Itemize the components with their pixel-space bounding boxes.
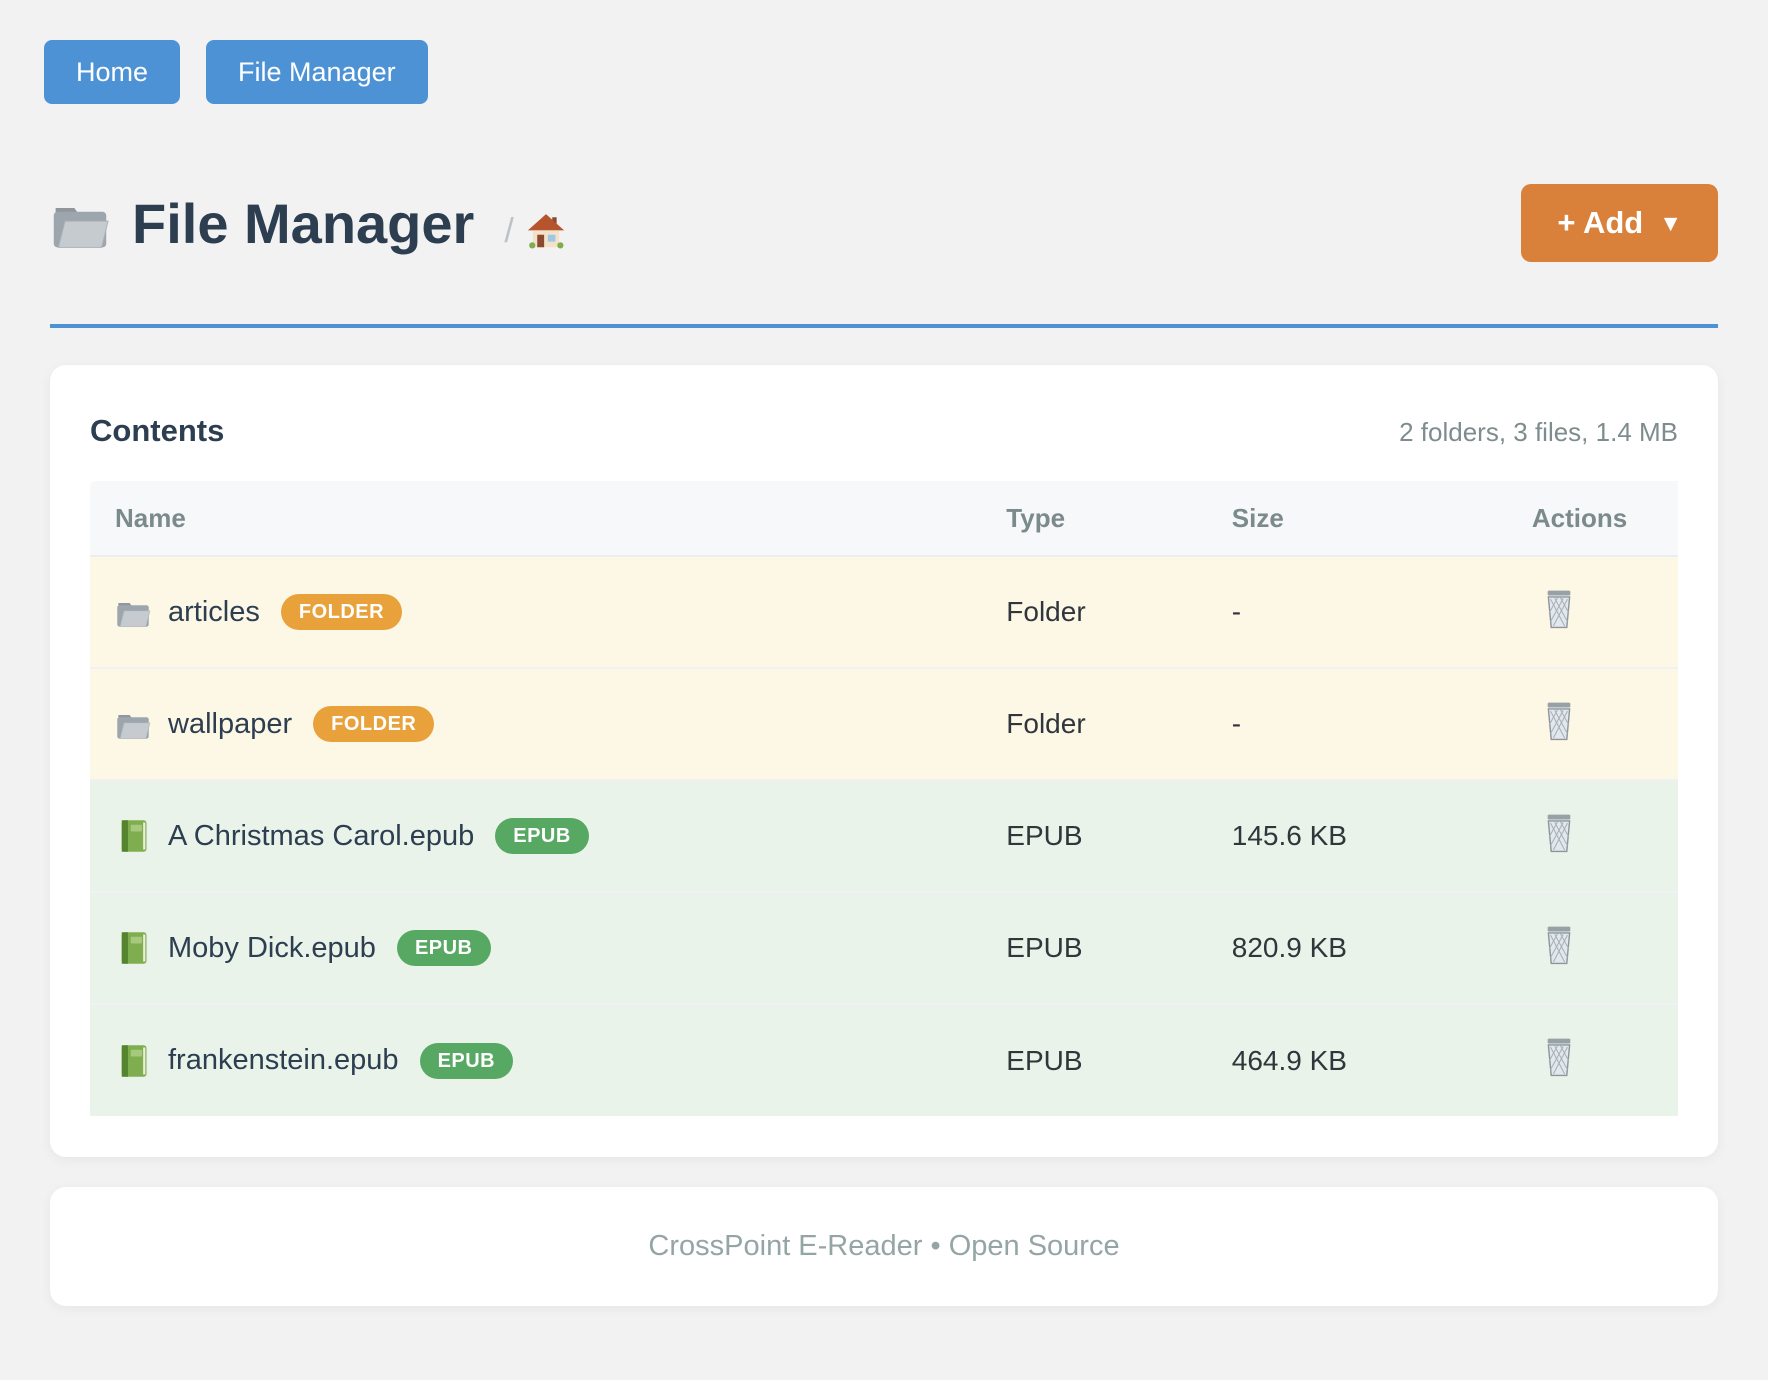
page-title: File Manager	[50, 191, 474, 256]
folder-icon	[115, 594, 151, 630]
column-header-type: Type	[1006, 481, 1231, 556]
table-row-wallpaper[interactable]: wallpaper FOLDER Folder -	[90, 668, 1678, 780]
item-size: 145.6 KB	[1232, 780, 1532, 892]
breadcrumb: /	[504, 211, 565, 251]
item-size: -	[1232, 556, 1532, 668]
item-type: Folder	[1006, 668, 1231, 780]
file-table-header: Name Type Size Actions	[90, 481, 1678, 556]
item-name: frankenstein.epub	[168, 1044, 399, 1077]
item-type: EPUB	[1006, 892, 1231, 1004]
item-type: EPUB	[1006, 780, 1231, 892]
trash-icon	[1542, 925, 1576, 965]
trash-icon	[1542, 701, 1576, 741]
trash-icon	[1542, 813, 1576, 853]
epub-badge: EPUB	[420, 1043, 514, 1079]
item-type: EPUB	[1006, 1004, 1231, 1116]
item-name: articles	[168, 596, 260, 629]
file-link-frankenstein[interactable]: frankenstein.epub EPUB	[115, 1043, 1006, 1079]
epub-badge: EPUB	[397, 930, 491, 966]
file-link-moby-dick[interactable]: Moby Dick.epub EPUB	[115, 930, 1006, 966]
epub-badge: EPUB	[495, 818, 589, 854]
table-row-christmas-carol[interactable]: A Christmas Carol.epub EPUB EPUB 145.6 K…	[90, 780, 1678, 892]
item-name: wallpaper	[168, 708, 292, 741]
green-book-icon	[115, 1043, 151, 1079]
file-table: Name Type Size Actions articles FOLDER F…	[90, 481, 1678, 1116]
green-book-icon	[115, 930, 151, 966]
footer-text: CrossPoint E-Reader • Open Source	[648, 1230, 1119, 1263]
delete-button[interactable]	[1542, 1037, 1576, 1077]
footer: CrossPoint E-Reader • Open Source	[50, 1187, 1718, 1306]
caret-down-icon: ▼	[1659, 212, 1682, 235]
add-button[interactable]: + Add ▼	[1521, 184, 1718, 262]
contents-card: Contents 2 folders, 3 files, 1.4 MB Name…	[50, 365, 1718, 1157]
column-header-size: Size	[1232, 481, 1532, 556]
delete-button[interactable]	[1542, 925, 1576, 965]
page-title-text: File Manager	[132, 191, 474, 256]
delete-button[interactable]	[1542, 589, 1576, 629]
item-size: -	[1232, 668, 1532, 780]
top-nav: Home File Manager	[0, 0, 1768, 104]
item-name: Moby Dick.epub	[168, 932, 376, 965]
file-manager-button[interactable]: File Manager	[206, 40, 428, 104]
contents-summary: 2 folders, 3 files, 1.4 MB	[1399, 417, 1678, 448]
trash-icon	[1542, 1037, 1576, 1077]
table-row-moby-dick[interactable]: Moby Dick.epub EPUB EPUB 820.9 KB	[90, 892, 1678, 1004]
header-divider	[50, 324, 1718, 328]
item-type: Folder	[1006, 556, 1231, 668]
folder-icon	[115, 706, 151, 742]
home-button[interactable]: Home	[44, 40, 180, 104]
folder-link-articles[interactable]: articles FOLDER	[115, 594, 1006, 630]
delete-button[interactable]	[1542, 701, 1576, 741]
folder-icon	[50, 196, 110, 250]
table-row-frankenstein[interactable]: frankenstein.epub EPUB EPUB 464.9 KB	[90, 1004, 1678, 1116]
delete-button[interactable]	[1542, 813, 1576, 853]
folder-badge: FOLDER	[313, 706, 434, 742]
breadcrumb-separator: /	[504, 212, 513, 251]
column-header-actions: Actions	[1532, 481, 1678, 556]
contents-title: Contents	[90, 413, 224, 449]
green-book-icon	[115, 818, 151, 854]
item-name: A Christmas Carol.epub	[168, 820, 474, 853]
trash-icon	[1542, 589, 1576, 629]
house-icon[interactable]	[526, 211, 566, 251]
table-row-articles[interactable]: articles FOLDER Folder -	[90, 556, 1678, 668]
add-button-label: + Add	[1557, 205, 1643, 241]
item-size: 820.9 KB	[1232, 892, 1532, 1004]
folder-link-wallpaper[interactable]: wallpaper FOLDER	[115, 706, 1006, 742]
column-header-name: Name	[90, 481, 1006, 556]
file-link-christmas-carol[interactable]: A Christmas Carol.epub EPUB	[115, 818, 1006, 854]
page-header: File Manager / + Add ▼	[50, 184, 1718, 262]
item-size: 464.9 KB	[1232, 1004, 1532, 1116]
folder-badge: FOLDER	[281, 594, 402, 630]
contents-card-header: Contents 2 folders, 3 files, 1.4 MB	[90, 413, 1678, 449]
